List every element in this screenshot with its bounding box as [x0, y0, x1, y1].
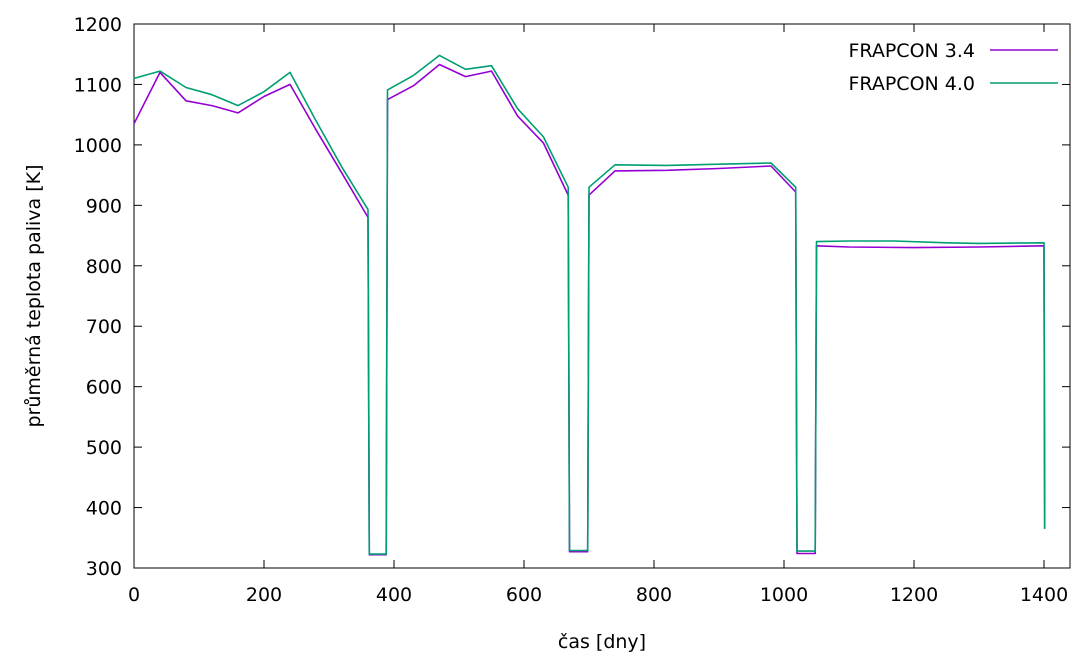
x-tick-label: 1000	[760, 584, 808, 606]
y-tick-label: 600	[86, 377, 122, 399]
x-tick-label: 1400	[1020, 584, 1068, 606]
x-tick-label: 1200	[890, 584, 938, 606]
x-axis-label: čas [dny]	[558, 631, 646, 653]
y-tick-label: 700	[86, 316, 122, 338]
series-group	[133, 54, 1046, 556]
x-tick-label: 200	[246, 584, 282, 606]
x-tick-label: 0	[128, 584, 140, 606]
ticks-group: 0 200 400 600 800 1000 1200 1400 300 400 500 600 700…	[74, 14, 1070, 606]
x-tick-label: 800	[636, 584, 672, 606]
y-tick-label: 1100	[74, 74, 122, 96]
legend: FRAPCON 3.4 FRAPCON 4.0	[848, 40, 1058, 95]
y-tick-label: 800	[86, 256, 122, 278]
series-line-2	[133, 54, 1046, 555]
legend-label: FRAPCON 4.0	[848, 73, 975, 95]
y-axis-label: průměrná teplota paliva [K]	[23, 164, 45, 427]
plot-frame	[133, 23, 1071, 569]
y-tick-label: 500	[86, 437, 122, 459]
x-tick-label: 600	[506, 584, 542, 606]
legend-label: FRAPCON 3.4	[848, 40, 975, 62]
x-tick-label: 400	[376, 584, 412, 606]
y-tick-label: 1000	[74, 135, 122, 157]
y-tick-label: 1200	[74, 14, 122, 36]
y-tick-label: 900	[86, 195, 122, 217]
y-tick-label: 300	[86, 558, 122, 580]
y-tick-label: 400	[86, 498, 122, 520]
